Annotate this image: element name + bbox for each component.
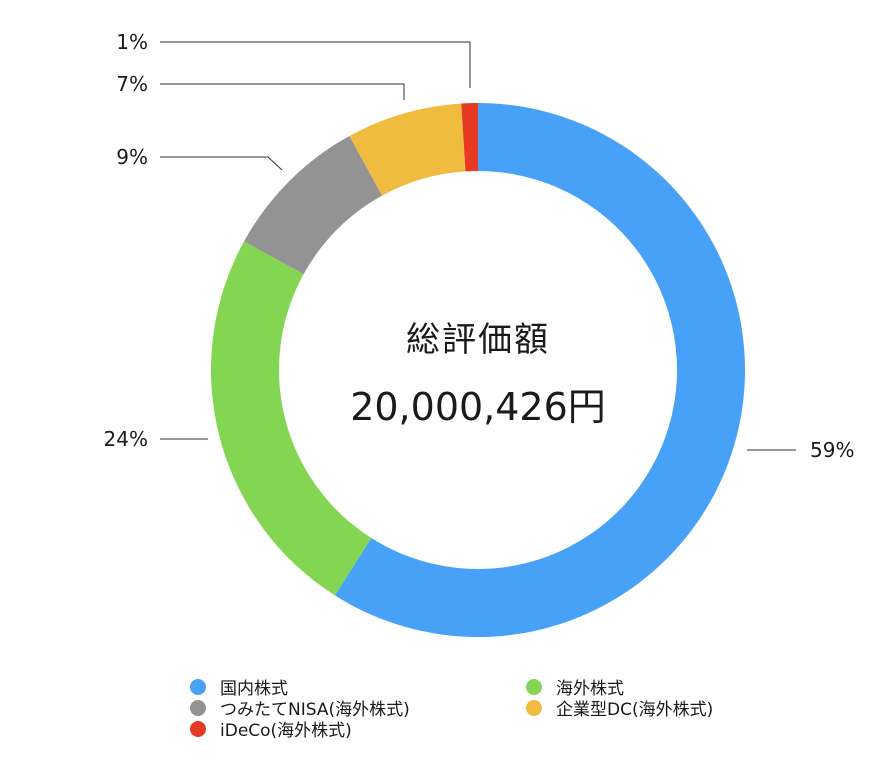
- legend-swatch: [526, 699, 542, 716]
- legend-swatch: [190, 720, 206, 737]
- label-pct-tsumitate-nisa: 9%: [116, 145, 148, 169]
- leader-line: [160, 156, 283, 171]
- leader-line: [160, 41, 471, 88]
- slice-domestic-stocks: [334, 103, 745, 637]
- slice-tsumitate-nisa: [244, 136, 383, 275]
- label-pct-corporate-dc: 7%: [116, 72, 148, 96]
- legend-item-tsumitate-nisa: つみたてNISA(海外株式): [190, 695, 410, 720]
- legend-label: iDeCo(海外株式): [220, 721, 352, 741]
- label-pct-foreign-stocks: 24%: [104, 427, 148, 451]
- legend-swatch: [190, 699, 206, 716]
- leader-line: [160, 83, 405, 100]
- legend: 国内株式 海外株式 つみたてNISA(海外株式) 企業型DC(海外株式) iDe…: [190, 674, 810, 754]
- slice-corporate-dc: [349, 103, 466, 196]
- legend-item-domestic-stocks: 国内株式: [190, 674, 288, 699]
- legend-label: 海外株式: [556, 679, 624, 699]
- slice-ideco: [461, 103, 478, 172]
- center-title: 総評価額: [406, 320, 550, 360]
- legend-swatch: [190, 678, 206, 695]
- legend-label: 国内株式: [220, 679, 288, 699]
- legend-label: つみたてNISA(海外株式): [220, 700, 410, 720]
- label-pct-ideco: 1%: [116, 30, 148, 54]
- legend-item-foreign-stocks: 海外株式: [526, 674, 624, 699]
- label-pct-domestic-stocks: 59%: [810, 438, 854, 462]
- legend-item-ideco: iDeCo(海外株式): [190, 716, 352, 741]
- legend-item-corporate-dc: 企業型DC(海外株式): [526, 695, 713, 720]
- legend-label: 企業型DC(海外株式): [556, 700, 714, 720]
- slice-foreign-stocks: [211, 241, 372, 596]
- center-total-value: 20,000,426円: [350, 385, 606, 429]
- legend-swatch: [526, 678, 542, 695]
